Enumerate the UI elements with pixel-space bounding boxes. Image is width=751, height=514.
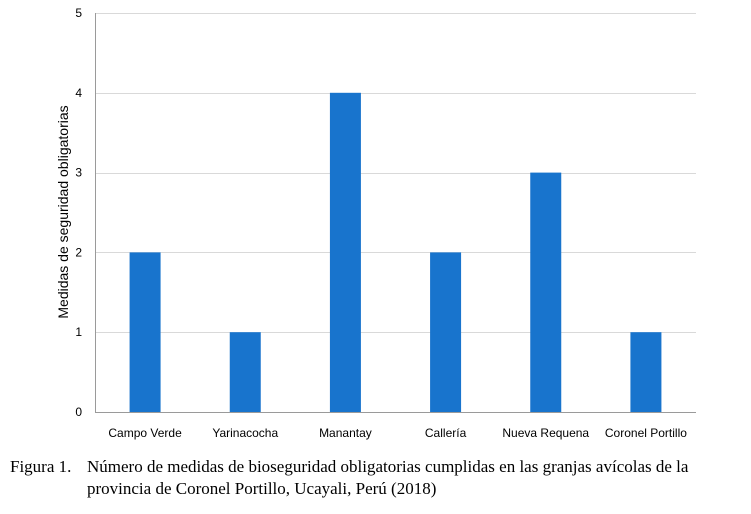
bar xyxy=(229,332,261,412)
tick-labels: 0 1 2 3 4 5 Campo Verde Yarinacocha Manantay Call… xyxy=(75,6,687,440)
y-axis-title: Medidas de seguridad obligatorias xyxy=(55,105,71,318)
x-tick-label: Yarinacocha xyxy=(212,426,278,440)
x-tick-label: Manantay xyxy=(319,426,372,440)
x-tick-label: Campo Verde xyxy=(108,426,182,440)
bars xyxy=(129,92,662,413)
bar xyxy=(430,252,462,412)
bar xyxy=(630,332,662,412)
x-tick-label: Coronel Portillo xyxy=(605,426,687,440)
caption-text: Número de medidas de bioseguridad obliga… xyxy=(87,457,689,498)
bar xyxy=(129,252,161,412)
bar xyxy=(329,92,361,413)
y-tick-label: 1 xyxy=(75,325,82,339)
x-tick-label: Callería xyxy=(425,426,467,440)
y-tick-label: 5 xyxy=(75,6,82,20)
bar xyxy=(530,172,562,412)
caption-number: Figura 1. xyxy=(10,457,72,476)
gridlines xyxy=(95,13,696,413)
y-tick-label: 3 xyxy=(75,166,82,180)
x-tick-label: Nueva Requena xyxy=(502,426,589,440)
bar-chart: 0 1 2 3 4 5 Campo Verde Yarinacocha Manantay Call… xyxy=(55,6,696,440)
y-tick-label: 2 xyxy=(75,245,82,259)
y-tick-label: 0 xyxy=(75,405,82,419)
y-tick-label: 4 xyxy=(75,86,82,100)
